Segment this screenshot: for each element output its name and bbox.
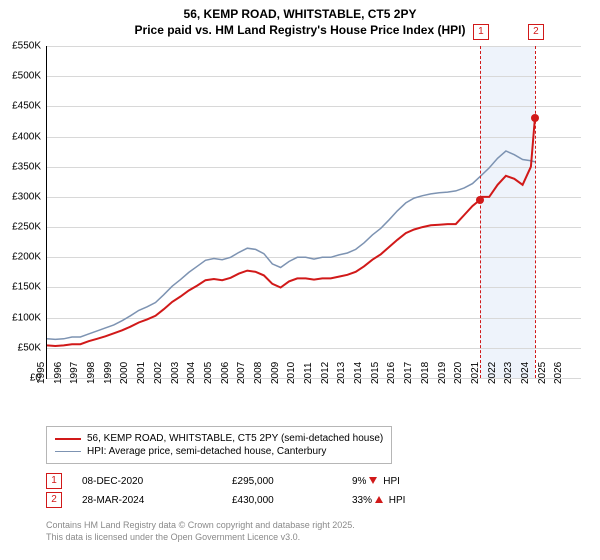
sales-row-marker: 1: [46, 473, 62, 489]
y-tick-label: £400K: [12, 131, 41, 142]
property-series: [47, 118, 535, 346]
legend-row: 56, KEMP ROAD, WHITSTABLE, CT5 2PY (semi…: [55, 433, 383, 444]
sales-row-marker: 2: [46, 492, 62, 508]
x-tick-label: 1996: [53, 362, 64, 384]
sale-marker-line: [480, 46, 481, 378]
x-tick-label: 2020: [453, 362, 464, 384]
x-tick-label: 2024: [520, 362, 531, 384]
sale-delta: 9% HPI: [352, 476, 462, 487]
x-tick-label: 2005: [203, 362, 214, 384]
sale-marker-dot: [531, 114, 539, 122]
y-tick-label: £550K: [12, 41, 41, 52]
sale-delta: 33% HPI: [352, 495, 462, 506]
sale-price: £430,000: [232, 495, 352, 506]
y-tick-label: £250K: [12, 222, 41, 233]
gridline: [47, 167, 581, 168]
legend-label: 56, KEMP ROAD, WHITSTABLE, CT5 2PY (semi…: [87, 433, 383, 444]
gridline: [47, 227, 581, 228]
y-tick-label: £500K: [12, 71, 41, 82]
legend-swatch: [55, 438, 81, 440]
x-tick-label: 1998: [86, 362, 97, 384]
y-tick-label: £200K: [12, 252, 41, 263]
x-tick-label: 2017: [403, 362, 414, 384]
title-line2: Price paid vs. HM Land Registry's House …: [135, 23, 466, 37]
y-tick-label: £450K: [12, 101, 41, 112]
sale-date: 28-MAR-2024: [82, 495, 232, 506]
x-tick-label: 2023: [503, 362, 514, 384]
gridline: [47, 76, 581, 77]
plot-area: £0£50K£100K£150K£200K£250K£300K£350K£400…: [46, 46, 581, 379]
footer-line2: This data is licensed under the Open Gov…: [46, 532, 300, 542]
sale-marker-box: 2: [528, 24, 544, 40]
x-tick-label: 2012: [320, 362, 331, 384]
x-tick-label: 1997: [69, 362, 80, 384]
x-tick-label: 2010: [286, 362, 297, 384]
y-tick-label: £350K: [12, 161, 41, 172]
x-tick-label: 2018: [420, 362, 431, 384]
x-tick-label: 2026: [553, 362, 564, 384]
x-tick-label: 2002: [153, 362, 164, 384]
legend-row: HPI: Average price, semi-detached house,…: [55, 446, 383, 457]
gridline: [47, 287, 581, 288]
sale-price: £295,000: [232, 476, 352, 487]
sales-table-row: 1 08-DEC-2020£295,0009% HPI: [46, 473, 462, 489]
x-tick-label: 2011: [303, 362, 314, 384]
footer-attribution: Contains HM Land Registry data © Crown c…: [46, 520, 355, 543]
x-tick-label: 2000: [119, 362, 130, 384]
x-tick-label: 1995: [36, 362, 47, 384]
gridline: [47, 257, 581, 258]
x-tick-label: 2009: [270, 362, 281, 384]
y-tick-label: £100K: [12, 312, 41, 323]
x-tick-label: 2001: [136, 362, 147, 384]
sales-table: 1 08-DEC-2020£295,0009% HPI 2 28-MAR-2024£4…: [46, 470, 462, 511]
hpi-series: [47, 151, 535, 339]
y-tick-label: £300K: [12, 191, 41, 202]
x-tick-label: 2019: [436, 362, 447, 384]
chart-title: 56, KEMP ROAD, WHITSTABLE, CT5 2PY Price…: [0, 0, 600, 38]
x-tick-label: 1999: [103, 362, 114, 384]
legend-label: HPI: Average price, semi-detached house,…: [87, 446, 326, 457]
x-tick-label: 2003: [169, 362, 180, 384]
sale-date: 08-DEC-2020: [82, 476, 232, 487]
gridline: [47, 106, 581, 107]
gridline: [47, 348, 581, 349]
x-tick-label: 2022: [486, 362, 497, 384]
sale-marker-box: 1: [473, 24, 489, 40]
gridline: [47, 318, 581, 319]
y-tick-label: £150K: [12, 282, 41, 293]
x-tick-label: 2007: [236, 362, 247, 384]
y-tick-label: £50K: [18, 342, 41, 353]
x-tick-label: 2016: [386, 362, 397, 384]
x-tick-label: 2025: [537, 362, 548, 384]
x-tick-label: 2008: [253, 362, 264, 384]
arrow-up-icon: [375, 496, 383, 503]
gridline: [47, 137, 581, 138]
gridline: [47, 46, 581, 47]
gridline: [47, 197, 581, 198]
highlight-band: [480, 46, 535, 378]
title-line1: 56, KEMP ROAD, WHITSTABLE, CT5 2PY: [184, 7, 417, 21]
arrow-down-icon: [369, 477, 377, 484]
chart-container: 56, KEMP ROAD, WHITSTABLE, CT5 2PY Price…: [0, 0, 600, 560]
x-tick-label: 2006: [219, 362, 230, 384]
x-tick-label: 2013: [336, 362, 347, 384]
x-tick-label: 2015: [370, 362, 381, 384]
legend-swatch: [55, 451, 81, 452]
footer-line1: Contains HM Land Registry data © Crown c…: [46, 520, 355, 530]
sales-table-row: 2 28-MAR-2024£430,00033% HPI: [46, 492, 462, 508]
legend: 56, KEMP ROAD, WHITSTABLE, CT5 2PY (semi…: [46, 426, 392, 464]
sale-marker-line: [535, 46, 536, 378]
sale-marker-dot: [476, 196, 484, 204]
x-tick-label: 2004: [186, 362, 197, 384]
x-tick-label: 2014: [353, 362, 364, 384]
